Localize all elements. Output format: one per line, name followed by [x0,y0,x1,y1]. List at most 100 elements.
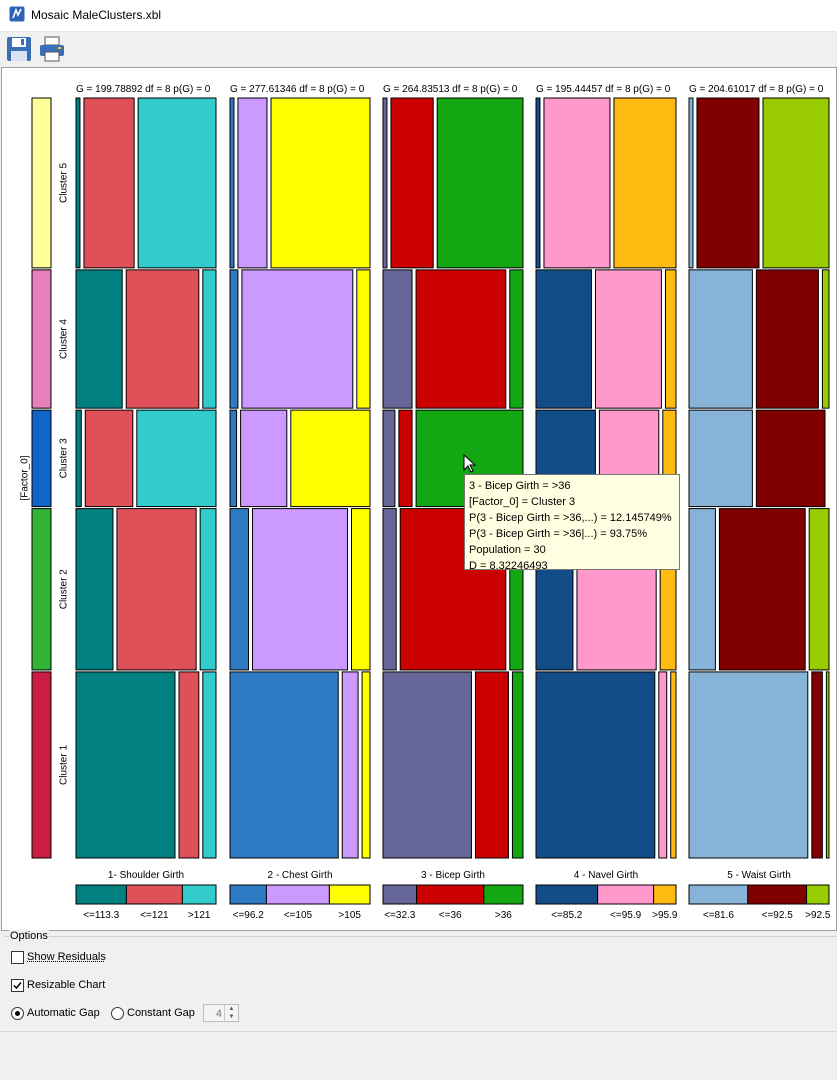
options-panel: Options Show Residuals Resizable Chart A… [4,930,837,1031]
mosaic-cell [382,671,472,859]
mosaic-cell [688,409,753,508]
mosaic-cell [125,269,200,409]
automatic-gap-radio[interactable] [11,1007,24,1020]
mosaic-cell [808,508,830,671]
options-divider [4,936,837,937]
cluster-strip-segment [31,409,52,508]
toolbar [0,32,837,66]
tooltip-line: 3 - Bicep Girth = >36 [469,480,571,492]
legend-segment [382,884,418,905]
mosaic-cell [382,269,413,409]
category-label: <=92.5 [762,910,794,921]
resizable-chart-checkbox[interactable] [11,979,24,992]
spin-down-icon[interactable]: ▼ [224,1013,238,1021]
legend-segment [688,884,749,905]
variable-label: 3 - Bicep Girth [421,870,485,881]
mosaic-cell [229,508,249,671]
legend-segment [483,884,524,905]
mosaic-chart: Cluster 5 Cluster 4 Cluster 3 Cluster 2 Clus… [1,67,837,931]
mosaic-cell [83,97,135,269]
mosaic-cell [75,508,114,671]
category-label: <=121 [140,910,169,921]
print-icon[interactable] [38,35,66,63]
mosaic-cell [341,671,359,859]
mosaic-cell [755,269,819,409]
legend-segment [328,884,371,905]
spin-up-icon[interactable]: ▲ [224,1005,238,1013]
tooltip-line: P(3 - Bicep Girth = >36|...) = 93.75% [469,528,648,540]
show-residuals-label[interactable]: Show Residuals [27,951,106,963]
cluster-label: Cluster 4 [59,319,70,359]
mosaic-cell [240,409,288,508]
mosaic-cell [351,508,371,671]
mosaic-cell [535,269,592,409]
g-statistic-label: G = 195.44457 df = 8 p(G) = 0 [536,84,671,95]
bottom-divider [0,1031,837,1032]
cluster-strip-segment [31,269,52,409]
category-label: <=113.3 [83,910,119,921]
constant-gap-radio[interactable] [111,1007,124,1020]
category-label: <=95.9 [610,910,642,921]
variable-label: 2 - Chest Girth [267,870,332,881]
mosaic-cell [75,97,81,269]
mosaic-svg: Cluster 5 Cluster 4 Cluster 3 Cluster 2 Clus… [20,84,831,921]
mosaic-cell [390,97,434,269]
gap-spinner[interactable]: 4 ▲ ▼ [203,1004,239,1022]
mosaic-cell [84,409,134,508]
legend-segment [535,884,599,905]
legend-segment [653,884,677,905]
mosaic-cell [762,97,830,269]
tooltip: 3 - Bicep Girth = >36 [Factor_0] = Clust… [464,474,680,572]
options-title: Options [9,930,49,942]
mosaic-cell [658,671,668,859]
category-label: <=96.2 [233,910,265,921]
automatic-gap-label[interactable]: Automatic Gap [27,1007,100,1019]
category-label: >95.9 [652,910,678,921]
resizable-chart-label[interactable]: Resizable Chart [27,979,106,991]
mosaic-cell [509,269,524,409]
gap-value: 4 [215,1008,222,1020]
mosaic-cell [361,671,371,859]
mosaic-cell [415,269,507,409]
mouse-cursor-icon [463,453,477,473]
mosaic-cell [137,97,217,269]
tooltip-line: D = 8.32246493 [469,560,548,572]
category-label: <=36 [439,910,462,921]
mosaic-cell [688,269,753,409]
g-statistic-label: G = 199.78892 df = 8 p(G) = 0 [76,84,211,95]
mosaic-cell [535,97,541,269]
legend-segment [597,884,655,905]
category-label: <=32.3 [384,910,416,921]
mosaic-cell [202,269,217,409]
mosaic-cell [229,409,238,508]
window-title: Mosaic MaleClusters.xbl [31,8,162,22]
save-icon[interactable] [5,35,33,63]
mosaic-cell [511,671,524,859]
variable-label: 1- Shoulder Girth [108,870,184,881]
mosaic-cell [594,269,662,409]
mosaic-cell [241,269,354,409]
check-icon [13,982,22,990]
show-residuals-checkbox[interactable] [11,951,24,964]
mosaic-cell [382,409,396,508]
mosaic-cell [75,269,123,409]
cluster-strip-segment [31,671,52,859]
mosaic-cell [356,269,371,409]
mosaic-cell [436,97,524,269]
constant-gap-label[interactable]: Constant Gap [127,1007,195,1019]
mosaic-cell [202,671,217,859]
category-label: >105 [338,910,361,921]
cluster-label: Cluster 5 [59,162,70,202]
mosaic-cell [199,508,217,671]
mosaic-cell [116,508,197,671]
mosaic-cell [290,409,371,508]
mosaic-cell [696,97,760,269]
mosaic-cell [613,97,677,269]
g-statistic-label: G = 204.61017 df = 8 p(G) = 0 [689,84,824,95]
legend-segment [75,884,127,905]
mosaic-cell [664,269,677,409]
mosaic-cell [688,97,694,269]
legend-segment [747,884,808,905]
mosaic-cell [688,671,809,859]
g-statistic-label: G = 264.83513 df = 8 p(G) = 0 [383,84,518,95]
